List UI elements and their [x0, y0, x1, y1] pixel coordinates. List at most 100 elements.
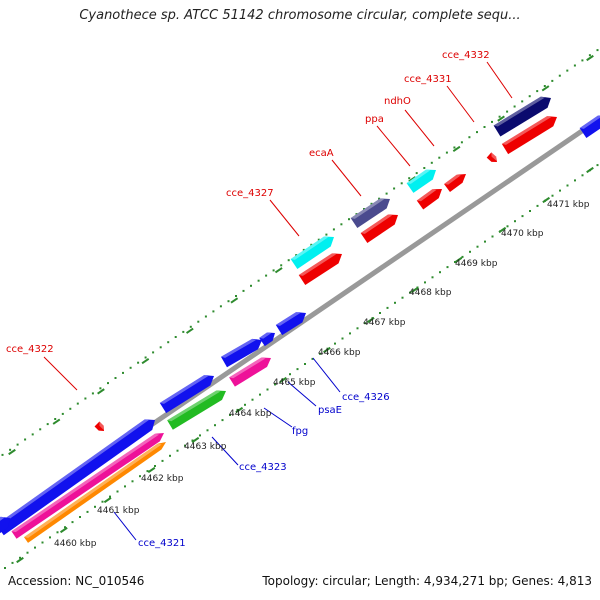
- track-dot: [124, 485, 126, 488]
- track-dot: [439, 271, 441, 274]
- track-dot: [235, 295, 237, 297]
- track-dot: [536, 90, 539, 93]
- track-dot: [304, 363, 306, 365]
- track-dot: [250, 284, 252, 287]
- gene-ppa: [406, 169, 436, 193]
- scale-label: 4465 kbp: [273, 378, 316, 388]
- reverse-gene-labels: cce_4321 cce_4323 fpg psaE cce_4326: [138, 392, 390, 549]
- leader-line: [43, 356, 78, 391]
- gene-label-cce-4326[interactable]: cce_4326: [342, 392, 390, 403]
- track-dot: [484, 240, 486, 243]
- gene-label-ecaA[interactable]: ecaA: [309, 148, 334, 159]
- track-dot: [596, 164, 599, 167]
- track-dot: [94, 505, 96, 508]
- track-dot: [453, 146, 456, 149]
- leader-line: [287, 381, 317, 407]
- track-dot: [364, 322, 366, 325]
- gene-body: [298, 253, 343, 286]
- track-dot: [536, 204, 539, 207]
- track-dot: [61, 412, 64, 415]
- gene-label-ndhO[interactable]: ndhO: [384, 96, 411, 107]
- gene-label-psaE[interactable]: psaE: [318, 405, 342, 416]
- scale-label: 4464 kbp: [229, 409, 272, 419]
- gene-label-cce-4322[interactable]: cce_4322: [6, 344, 54, 355]
- track-dot: [506, 225, 509, 228]
- track-dot: [154, 465, 156, 467]
- track-dot: [159, 346, 162, 349]
- gene-label-ppa[interactable]: ppa: [365, 114, 384, 125]
- gene-ecaA: [350, 198, 391, 228]
- track-dot: [356, 327, 359, 330]
- track-dot: [332, 228, 335, 231]
- track-dot: [122, 371, 124, 374]
- leader-line: [312, 357, 341, 393]
- leader-line: [486, 61, 513, 99]
- gene-small-forward: [486, 152, 498, 163]
- track-dot: [24, 438, 27, 441]
- track-dot: [370, 202, 373, 205]
- track-dot: [543, 85, 546, 87]
- track-dot: [596, 49, 599, 52]
- track-dot: [317, 238, 320, 241]
- track-dot: [341, 337, 344, 340]
- gene-body: [350, 198, 391, 228]
- track-dot: [476, 131, 478, 134]
- track-dot: [91, 392, 94, 395]
- track-dot: [265, 274, 268, 277]
- track-dot: [551, 194, 554, 197]
- track-dot: [296, 368, 299, 371]
- tick-mark: [141, 357, 150, 365]
- track-dot: [349, 332, 351, 335]
- gene-label-cce-4331[interactable]: cce_4331: [404, 74, 452, 85]
- track-dot: [274, 383, 276, 386]
- gene-highlight: [579, 115, 600, 129]
- gene-body: [220, 338, 262, 368]
- track-dot: [152, 351, 155, 354]
- track-dot: [409, 291, 411, 294]
- gene-cce-4331: [444, 173, 466, 193]
- tick-mark: [586, 166, 594, 174]
- track-dot: [574, 179, 576, 182]
- label-leaders: [43, 61, 513, 541]
- gene-highlight: [416, 189, 437, 202]
- gene-ndhO: [416, 188, 443, 210]
- track-dot: [581, 59, 584, 62]
- track-dot: [242, 289, 245, 292]
- track-dot: [9, 448, 12, 451]
- track-dot: [184, 444, 186, 447]
- track-dot: [266, 388, 269, 391]
- gene-body: [579, 115, 600, 138]
- track-dot: [521, 215, 524, 218]
- track-dot: [287, 259, 290, 262]
- track-dot: [54, 418, 57, 420]
- gene-label-cce-4321[interactable]: cce_4321: [138, 538, 186, 549]
- gene-label-cce-4323[interactable]: cce_4323: [239, 462, 287, 473]
- gene-highlight: [290, 236, 329, 260]
- gene-features: [0, 96, 600, 543]
- gene-highlight: [350, 198, 385, 219]
- track-dot: [310, 243, 313, 246]
- track-dot: [182, 330, 185, 333]
- gene-body: [11, 433, 164, 539]
- gene-label-fpg[interactable]: fpg: [292, 426, 308, 437]
- track-dot: [251, 398, 254, 401]
- track-dot: [272, 269, 275, 272]
- gene-highlight: [275, 312, 301, 326]
- track-dot: [206, 429, 209, 432]
- gene-label-cce-4332[interactable]: cce_4332: [442, 50, 490, 61]
- gene-body: [275, 312, 307, 336]
- track-dot: [46, 423, 49, 426]
- leader-line: [404, 109, 435, 147]
- track-dot: [169, 454, 171, 457]
- track-dot: [491, 235, 494, 238]
- gene-highlight: [493, 96, 545, 127]
- track-dot: [131, 480, 134, 483]
- tick-mark: [452, 145, 461, 153]
- gene-body: [360, 214, 399, 243]
- gene-label-cce-4327[interactable]: cce_4327: [226, 188, 274, 199]
- track-dot: [588, 54, 591, 57]
- track-dot: [311, 357, 314, 360]
- track-dot: [212, 310, 215, 313]
- accession-text: Accession: NC_010546: [8, 574, 145, 588]
